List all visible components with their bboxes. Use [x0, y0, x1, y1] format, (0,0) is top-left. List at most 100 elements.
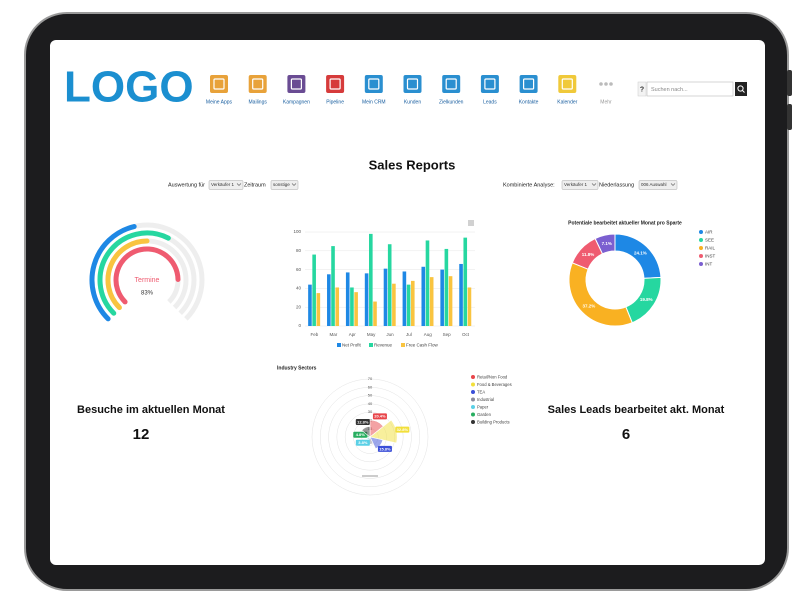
nav-label[interactable]: Kontakte [519, 99, 539, 105]
logo[interactable]: LOGO [64, 63, 194, 112]
filter-select[interactable] [270, 180, 299, 190]
search-icon [737, 85, 744, 92]
nav-label[interactable]: Mehr [600, 99, 612, 105]
search-box[interactable] [646, 81, 734, 97]
nav-icon-glyph [368, 78, 380, 90]
nav-icon[interactable] [519, 75, 538, 93]
nav-icon[interactable] [403, 75, 422, 93]
legend-marker [337, 343, 341, 347]
polar-label: 4.8% [356, 432, 366, 437]
polar-ring [311, 378, 429, 496]
x-tick-label: Sep [443, 332, 452, 337]
select-arrow [236, 183, 242, 186]
legend-label[interactable]: Retail/Non Food [477, 375, 508, 380]
polar-tick-label: 50 [368, 393, 373, 398]
legend-marker [471, 412, 475, 417]
nav-icon-glyph [252, 78, 264, 90]
legend-label[interactable]: Garden [477, 412, 492, 417]
donut-label: 24.1% [634, 250, 647, 255]
nav-icon[interactable] [287, 75, 306, 93]
nav-icon[interactable] [326, 75, 345, 93]
polar-slice [369, 419, 398, 444]
x-tick-label: May [367, 332, 376, 337]
legend-label[interactable]: Revenue [374, 343, 393, 348]
bar [467, 287, 472, 326]
nav-more-dot[interactable] [604, 82, 608, 86]
bar [392, 283, 396, 326]
legend-label[interactable]: INST [705, 254, 716, 259]
legend-label[interactable]: TEA [477, 390, 485, 395]
donut-slice [594, 233, 616, 255]
nav-label[interactable]: Zielkunden [439, 99, 464, 105]
nav-label[interactable]: Pipeline [326, 99, 344, 105]
bar [364, 273, 369, 326]
legend-marker [401, 343, 405, 347]
legend-marker [699, 254, 703, 258]
bar [387, 244, 392, 326]
legend-marker [699, 246, 703, 250]
nav-icon-glyph [329, 78, 341, 90]
donut-label: 7.1% [602, 241, 612, 246]
nav-icon[interactable] [364, 75, 383, 93]
bar [345, 272, 350, 326]
legend-marker [369, 343, 373, 347]
page-title: Sales Reports [369, 157, 456, 172]
nav-icon[interactable] [248, 75, 267, 93]
bar [463, 237, 468, 326]
polar-label: 15.8% [379, 446, 391, 451]
nav-icon-glyph [290, 78, 302, 90]
select-arrow [291, 183, 297, 186]
y-tick-label: 20 [296, 304, 302, 309]
nav-icon-glyph [213, 78, 225, 90]
nav-icon[interactable] [480, 75, 499, 93]
bar [406, 284, 411, 326]
radial-bar [105, 238, 150, 311]
polar-slice [361, 426, 371, 438]
legend-label[interactable]: SEE [705, 238, 714, 243]
y-tick-label: 80 [296, 248, 302, 253]
filter-select[interactable] [638, 180, 678, 190]
polar-tick-label: 40 [368, 401, 373, 406]
legend-label[interactable]: AIR [705, 230, 713, 235]
filter-select[interactable] [561, 180, 599, 190]
radial-value: 83% [141, 291, 154, 297]
search-button[interactable] [735, 82, 747, 96]
y-tick-label: 100 [293, 229, 301, 234]
nav-icon[interactable] [558, 75, 577, 93]
filter-select[interactable] [208, 180, 244, 190]
nav-icon[interactable] [442, 75, 461, 93]
filter-select-text: sonstige [273, 182, 290, 187]
nav-icon[interactable] [210, 75, 228, 93]
nav-label[interactable]: Kampagnen [283, 99, 310, 105]
polar-title: Industry Sectors [277, 365, 317, 371]
bar [350, 287, 354, 326]
nav-label[interactable]: Meine Apps [206, 99, 233, 105]
bar [402, 271, 407, 326]
nav-label[interactable]: Mein CRM [362, 99, 386, 105]
nav-more-dot[interactable] [599, 82, 603, 86]
kpi-label: Besuche im aktuellen Monat [77, 404, 225, 416]
polar-label-box [395, 426, 410, 433]
chart-menu[interactable] [468, 220, 474, 226]
nav-label[interactable]: Leads [483, 99, 497, 105]
legend-label[interactable]: Net Profit [342, 343, 362, 348]
legend-label[interactable]: Paper [477, 405, 489, 410]
nav-more-dot[interactable] [609, 82, 613, 86]
nav-icon-glyph [445, 78, 457, 90]
legend-label[interactable]: INT [705, 262, 713, 267]
filter-label: Auswertung für [168, 182, 205, 188]
filter-label: Niederlassung [599, 182, 634, 188]
nav-label[interactable]: Kalender [557, 99, 577, 105]
help-button[interactable] [637, 81, 647, 97]
nav-label[interactable]: Mailings [249, 99, 268, 105]
bar [308, 284, 312, 326]
nav-icon-glyph [561, 78, 573, 90]
legend-label[interactable]: Free Cash Flow [406, 343, 439, 348]
legend-marker [471, 375, 475, 379]
nav-label[interactable]: Kunden [404, 99, 421, 105]
donut-label: 19.8% [640, 297, 653, 302]
legend-label[interactable]: Industrial [477, 397, 494, 402]
legend-label[interactable]: Food & Beverages [477, 382, 512, 387]
legend-label[interactable]: RAIL [705, 246, 716, 251]
legend-label[interactable]: Building Products [477, 420, 510, 425]
